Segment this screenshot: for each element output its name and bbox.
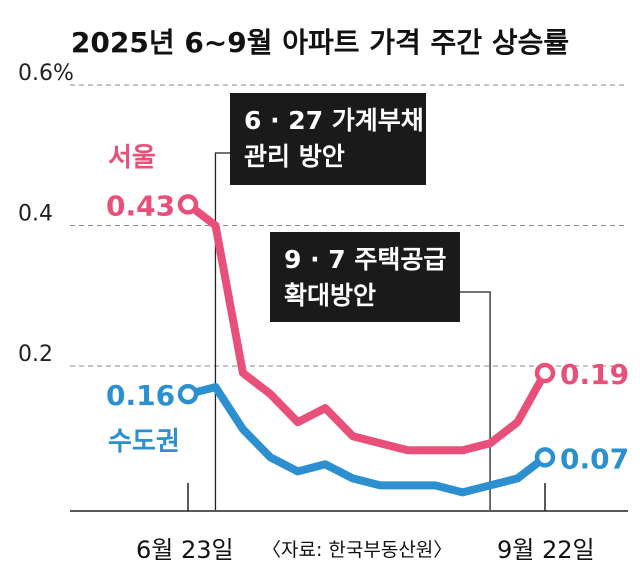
y-tick-label: 0.2 — [18, 342, 53, 367]
data-label-metro-start: 0.16 — [106, 379, 175, 412]
annotation-box — [230, 93, 426, 185]
chart-title: 2025년 6~9월 아파트 가격 주간 상승률 — [71, 26, 569, 59]
data-label-seoul-start: 0.43 — [106, 189, 175, 222]
annotation-text: 9 · 7 주택공급 — [284, 245, 446, 274]
y-tick-label: 0.6% — [18, 61, 74, 86]
y-tick-label: 0.4 — [18, 201, 53, 226]
data-point-marker — [534, 362, 556, 384]
series-line-metro — [184, 383, 549, 497]
annotation-text: 6 · 27 가계부채 — [244, 106, 424, 135]
data-point-marker — [534, 447, 556, 468]
annotation-text: 관리 방안 — [244, 142, 345, 171]
annotation-leader-line — [270, 291, 491, 510]
x-tick-label-end: 9월 22일 — [497, 536, 595, 564]
series-line-seoul — [184, 200, 549, 455]
data-label-seoul-end: 0.19 — [560, 358, 629, 391]
source-note: 〈자료: 한국부동산원〉 — [262, 539, 452, 561]
data-point-marker — [177, 383, 199, 405]
annotation-box — [270, 232, 460, 322]
x-tick-label-start: 6월 23일 — [136, 536, 234, 564]
series-name-seoul: 서울 — [108, 143, 156, 173]
data-point-marker — [177, 194, 199, 215]
data-label-metro-end: 0.07 — [560, 442, 629, 475]
series-name-metro: 수도권 — [108, 427, 180, 457]
annotation-leader-line — [214, 152, 230, 510]
annotation-text: 확대방안 — [284, 281, 376, 310]
